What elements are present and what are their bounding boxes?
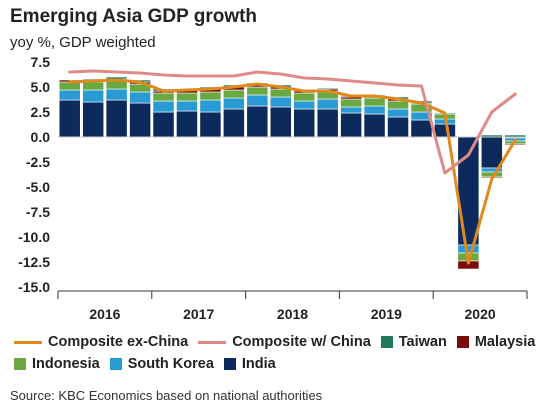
bar-india xyxy=(480,136,503,169)
y-tick-label: 5.0 xyxy=(31,79,51,95)
y-tick-label: 0.0 xyxy=(31,129,51,145)
x-year-label: 2018 xyxy=(277,306,308,322)
legend-swatch xyxy=(380,336,393,348)
legend-label: Composite w/ China xyxy=(232,334,371,350)
y-tick-label: 7.5 xyxy=(31,54,51,70)
legend-swatch xyxy=(14,358,26,370)
y-tick-label: -2.5 xyxy=(26,154,50,170)
bar-india xyxy=(105,99,128,138)
bar-south-korea xyxy=(316,98,339,110)
bar-india xyxy=(176,110,198,138)
bar-south-korea xyxy=(105,88,128,101)
y-tick-label: -10.0 xyxy=(18,229,50,245)
bar-indonesia xyxy=(152,92,175,102)
bar-indonesia xyxy=(246,86,269,96)
x-year-label: 2020 xyxy=(465,306,496,322)
source-note: Source: KBC Economics based on national … xyxy=(10,388,323,403)
legend-item: Composite w/ China xyxy=(198,334,371,350)
legend-swatch xyxy=(109,358,122,370)
legend-swatch xyxy=(14,340,42,344)
bar-india xyxy=(199,111,222,138)
bar-india xyxy=(82,101,105,138)
bar-india xyxy=(387,116,409,138)
bar-india xyxy=(246,105,269,138)
bar-indonesia xyxy=(363,97,386,107)
bar-india xyxy=(363,113,386,138)
bar-south-korea xyxy=(387,108,409,118)
bar-india xyxy=(223,108,245,138)
bar-india xyxy=(58,99,81,138)
bar-indonesia xyxy=(82,81,105,91)
bar-south-korea xyxy=(199,99,222,113)
bar-south-korea xyxy=(363,105,386,115)
bar-south-korea xyxy=(293,100,316,110)
legend-label: Malaysia xyxy=(474,334,536,350)
legend: Composite ex-China Composite w/ China Taiw… xyxy=(14,331,536,375)
legend-item: Indonesia xyxy=(14,356,100,372)
legend-item: India xyxy=(223,356,276,372)
bar-india xyxy=(410,119,433,138)
y-tick-label: -15.0 xyxy=(18,279,50,295)
bar-taiwan xyxy=(316,87,339,90)
y-tick-label: -12.5 xyxy=(18,254,50,270)
chart-title: Emerging Asia GDP growth xyxy=(10,6,258,27)
legend-label: Indonesia xyxy=(32,356,100,372)
bar-malaysia xyxy=(504,143,527,146)
bar-indonesia xyxy=(340,98,362,108)
bar-indonesia xyxy=(105,80,128,90)
bar-south-korea xyxy=(246,94,269,107)
bar-indonesia xyxy=(199,91,222,101)
x-year-label: 2017 xyxy=(183,306,214,322)
bar-south-korea xyxy=(340,106,362,114)
legend-swatch xyxy=(456,336,469,348)
y-tick-label: -7.5 xyxy=(26,204,50,220)
line-composite-ex-china xyxy=(68,78,517,265)
legend-item: Malaysia xyxy=(456,334,536,350)
legend-label: Taiwan xyxy=(398,334,447,350)
y-tick-label: -5.0 xyxy=(26,179,50,195)
bar-south-korea xyxy=(82,89,105,103)
bar-south-korea xyxy=(129,91,151,104)
chart-plot: 7.5 5.0 2.5 0.0 -2.5 -5.0 -7.5 -10.0 -12.5 -15.0 2… xyxy=(18,54,528,322)
bar-south-korea xyxy=(176,100,198,112)
legend-label: South Korea xyxy=(127,356,214,372)
bar-indonesia xyxy=(293,92,316,102)
legend-row-2: Indonesia South Korea India xyxy=(14,353,534,375)
bar-south-korea xyxy=(58,89,81,101)
bar-india xyxy=(434,123,456,138)
legend-item: Composite ex-China xyxy=(14,334,188,350)
chart-subtitle: yoy %, GDP weighted xyxy=(10,34,156,51)
legend-row-1: Composite ex-China Composite w/ China Taiw… xyxy=(14,331,536,353)
legend-item: Taiwan xyxy=(380,334,447,350)
bar-indonesia xyxy=(387,100,409,110)
x-year-label: 2019 xyxy=(371,306,402,322)
legend-swatch xyxy=(223,358,236,370)
legend-item: South Korea xyxy=(109,356,214,372)
bar-india xyxy=(129,102,151,138)
bar-indonesia xyxy=(223,89,245,99)
bar-indonesia xyxy=(269,88,292,98)
bar-south-korea xyxy=(152,100,175,113)
line-composite-w-china xyxy=(68,69,517,175)
bar-india xyxy=(316,108,339,138)
bar-india xyxy=(152,111,175,138)
x-year-label: 2016 xyxy=(89,306,120,322)
bar-south-korea xyxy=(269,96,292,108)
bar-india xyxy=(293,108,316,138)
bar-india xyxy=(340,112,362,138)
bar-south-korea xyxy=(457,244,480,254)
bar-south-korea xyxy=(223,97,245,110)
bar-india xyxy=(269,106,292,138)
y-tick-label: 2.5 xyxy=(31,104,51,120)
legend-label: Composite ex-China xyxy=(48,334,189,350)
legend-label: India xyxy=(241,356,276,372)
bar-indonesia xyxy=(176,92,198,102)
legend-swatch xyxy=(198,340,227,344)
